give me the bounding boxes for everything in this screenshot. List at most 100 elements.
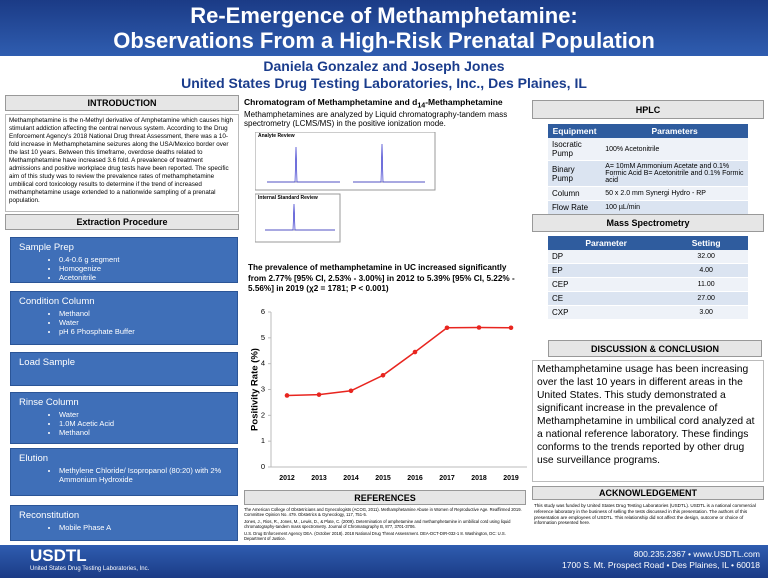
step-items: MethanolWaterpH 6 Phosphate Buffer — [59, 309, 229, 336]
cell: Column — [548, 186, 602, 201]
panel — [255, 193, 341, 243]
chromatogram-images: Analyte Review Internal Standard Review — [255, 132, 436, 243]
y-tick-label: 4 — [261, 359, 265, 368]
section-heading: INTRODUCTION — [5, 95, 239, 111]
acknowledgement-text: This study was funded by United States D… — [534, 503, 756, 526]
cell: 100% Acetonitrile — [601, 138, 748, 161]
title-line: Observations From a High-Risk Prenatal P… — [113, 28, 655, 53]
x-tick-label: 2018 — [471, 475, 487, 482]
step-items: Methylene Chloride/ Isopropanol (80:20) … — [59, 466, 229, 484]
step-box: Elution Methylene Chloride/ Isopropanol (… — [10, 448, 238, 496]
cell: A= 10mM Ammonium Acetate and 0.1% Formic… — [601, 160, 748, 187]
point — [508, 325, 514, 331]
row: EP 4.00 — [548, 263, 748, 278]
address: 1700 S. Mt. Prospect Road • Des Plaines,… — [562, 560, 760, 570]
title-sub: 14 — [417, 101, 426, 110]
cell: 11.00 — [664, 277, 748, 292]
reference: U.S. Drug Enforcement Agency DEA. (Octob… — [244, 530, 506, 542]
step-box: Rinse Column Water1.0M Acetic AcidMethano… — [10, 392, 238, 444]
logo-sub: United States Drug Testing Laboratories,… — [30, 566, 150, 572]
title-part: -Methamphetamine — [425, 97, 503, 107]
step-items: Water1.0M Acetic AcidMethanol — [59, 410, 229, 437]
cell: EP — [548, 263, 665, 278]
row: DP 32.00 — [548, 250, 748, 264]
point — [380, 372, 386, 378]
cell: Isocratic Pump — [548, 138, 602, 161]
step-item: Methanol — [59, 309, 229, 318]
title: Re-Emergence of Methamphetamine: Observa… — [0, 3, 768, 53]
step-box: Sample Prep 0.4-0.6 g segmentHomogenizeAc… — [10, 237, 238, 283]
step-title: Condition Column — [19, 296, 95, 307]
peak — [267, 146, 340, 183]
title-band — [0, 0, 768, 56]
step-items: 0.4-0.6 g segmentHomogenizeAcetonitrile — [59, 255, 229, 282]
column-header: Parameter — [548, 236, 665, 250]
y-axis-label: Positivity Rate (%) — [250, 348, 261, 431]
cell: 100 µL/min — [601, 200, 748, 215]
step-item: Methanol — [59, 428, 229, 437]
point — [412, 349, 418, 355]
panel-label: Internal Standard Review — [258, 195, 318, 201]
row: CXP 3.00 — [548, 305, 748, 320]
title-part: Chromatogram of Methamphetamine and d — [244, 97, 418, 107]
cell: CE — [548, 291, 665, 306]
footer — [0, 545, 768, 578]
y-tick-label: 2 — [261, 410, 265, 419]
step-item: Water — [59, 410, 229, 419]
step-item: Homogenize — [59, 264, 229, 273]
discussion-text: Methamphetamine usage has been increasin… — [532, 360, 764, 482]
peak — [265, 203, 335, 231]
point — [284, 393, 290, 398]
column-header: Equipment — [548, 124, 602, 138]
cell: 3.00 — [664, 305, 748, 320]
step-item: Acetonitrile — [59, 273, 229, 282]
panel-label: Analyte Review — [258, 133, 295, 139]
row: CEP 11.00 — [548, 277, 748, 292]
point — [444, 325, 450, 331]
ms-table: Parameter Setting DP 32.00 EP 4.00 CEP 11.00 CE 2… — [548, 236, 748, 320]
chart: Positivity Rate (%) 0 1 2 3 4 5 6 2012 2013 2014 20… — [250, 307, 527, 482]
step-item: Water — [59, 318, 229, 327]
x-tick-label: 2019 — [503, 475, 519, 482]
authors-block: Daniela Gonzalez and Joseph Jones United… — [0, 58, 768, 92]
intro-text: Methamphetamine is the n-Methyl derivati… — [5, 114, 239, 212]
section-heading: Extraction Procedure — [5, 214, 239, 230]
cell: Flow Rate — [548, 200, 602, 215]
header-row: Equipment Parameters — [548, 124, 748, 138]
step-item: 1.0M Acetic Acid — [59, 419, 229, 428]
step-box: Condition Column MethanolWaterpH 6 Phosph… — [10, 291, 238, 345]
step-title: Reconstitution — [19, 510, 80, 521]
cell: CEP — [548, 277, 665, 292]
section-heading: Mass Spectrometry — [532, 214, 764, 232]
references: The American College of Obstetricians an… — [244, 507, 526, 542]
hplc-table: Equipment Parameters Isocratic Pump 100% Ac… — [548, 124, 748, 215]
row: CE 27.00 — [548, 291, 748, 306]
section-heading: HPLC — [532, 100, 764, 119]
row: Column 50 x 2.0 mm Synergi Hydro - RP — [548, 186, 748, 201]
section-heading: REFERENCES — [244, 490, 526, 505]
chart-title: The prevalence of methamphetamine in UC … — [248, 263, 515, 293]
step-box: Reconstitution Mobile Phase A — [10, 505, 238, 541]
panel — [255, 132, 436, 191]
cell: Binary Pump — [548, 160, 602, 187]
section-heading: DISCUSSION & CONCLUSION — [548, 340, 762, 357]
step-item: Mobile Phase A — [59, 523, 229, 532]
row: Isocratic Pump 100% Acetonitrile — [548, 138, 748, 161]
row: Binary Pump A= 10mM Ammonium Acetate and … — [548, 160, 748, 187]
cell: 50 x 2.0 mm Synergi Hydro - RP — [601, 186, 748, 201]
step-title: Sample Prep — [19, 242, 74, 253]
step-item: 0.4-0.6 g segment — [59, 255, 229, 264]
title-line: Re-Emergence of Methamphetamine: — [190, 3, 578, 28]
cell: DP — [548, 250, 665, 264]
x-tick-label: 2015 — [375, 475, 391, 482]
y-tick-label: 3 — [261, 384, 265, 393]
cell: CXP — [548, 305, 665, 320]
cell: 32.00 — [664, 250, 748, 264]
authors: Daniela Gonzalez and Joseph Jones — [263, 58, 505, 74]
column-header: Parameters — [601, 124, 748, 138]
step-title: Rinse Column — [19, 397, 79, 408]
section-heading: ACKNOWLEDGEMENT — [532, 486, 764, 500]
step-title: Load Sample — [19, 357, 75, 368]
contact: 800.235.2367 • www.USDTL.com 1700 S. Mt.… — [562, 549, 760, 571]
